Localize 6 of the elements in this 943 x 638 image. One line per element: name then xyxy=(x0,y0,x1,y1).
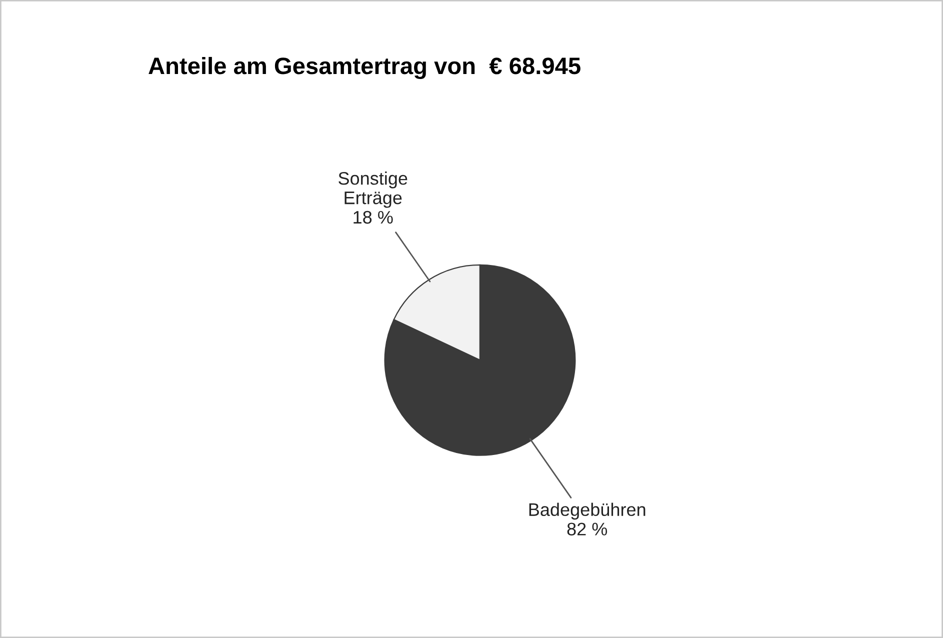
slice-label: Sonstige Erträge xyxy=(338,172,408,208)
pie-slice xyxy=(384,264,576,456)
data-label: 18 % xyxy=(354,210,393,224)
chart-title: Anteile am Gesamtertrag von € 68.945 xyxy=(148,56,580,80)
slice-label: Badegebühren xyxy=(529,502,646,520)
data-label: 82 % xyxy=(567,522,608,536)
